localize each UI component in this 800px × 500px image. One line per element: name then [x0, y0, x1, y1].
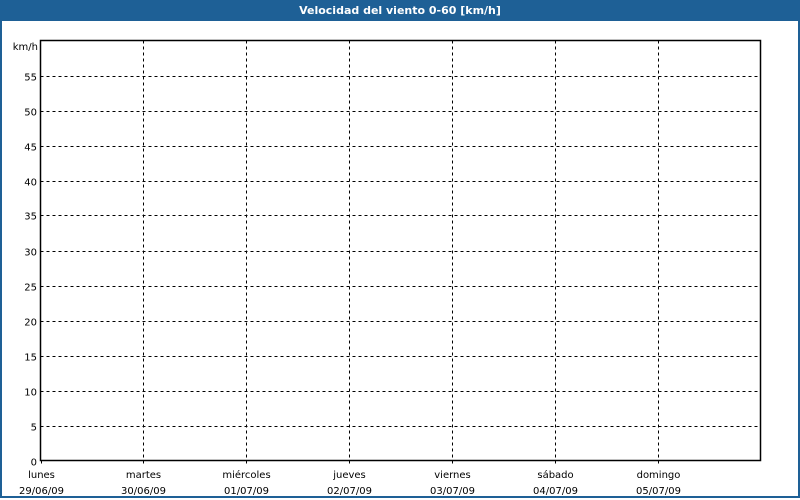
y-tick-label: 15 [24, 353, 37, 364]
y-tick-label: 55 [24, 73, 37, 84]
x-tick-date-label: 02/07/09 [327, 486, 372, 497]
chart-title: Velocidad del viento 0-60 [km/h] [0, 0, 800, 21]
y-tick-label: 10 [24, 388, 37, 399]
y-tick-label: 35 [24, 212, 37, 223]
y-tick-label: 5 [31, 423, 37, 434]
x-tick-date-label: 05/07/09 [636, 486, 681, 497]
y-tick-label: 30 [24, 248, 37, 259]
x-tick-date-label: 04/07/09 [533, 486, 578, 497]
x-tick-day-label: domingo [637, 470, 681, 481]
x-tick-day-label: miércoles [222, 469, 270, 481]
y-tick-label: 45 [24, 143, 37, 154]
x-tick-date-label: 01/07/09 [224, 486, 269, 497]
y-tick-label: 40 [24, 178, 37, 189]
y-tick-label: 20 [24, 318, 37, 329]
x-tick-day-label: martes [126, 470, 161, 481]
x-tick-day-label: sábado [537, 469, 573, 481]
x-tick-date-label: 29/06/09 [19, 486, 64, 497]
y-tick-label: 50 [24, 108, 37, 119]
plot-area-border [39, 39, 762, 462]
y-tick-label: 25 [24, 283, 37, 294]
y-tick-label: 0 [31, 458, 37, 469]
x-tick-date-label: 03/07/09 [430, 486, 475, 497]
x-tick-day-label: jueves [332, 470, 366, 481]
x-tick-date-label: 30/06/09 [121, 486, 166, 497]
x-tick-day-label: viernes [434, 470, 470, 481]
y-axis-label: km/h [13, 42, 38, 53]
x-tick-day-label: lunes [28, 470, 55, 481]
